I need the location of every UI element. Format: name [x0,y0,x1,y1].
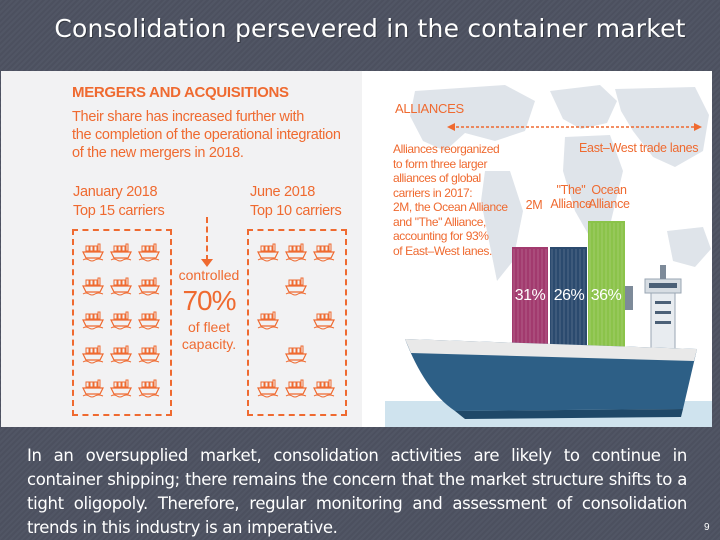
container-ship-icon [257,311,279,331]
container-ship-icon [257,379,279,399]
arrow-down-icon [201,259,213,267]
container-ship-icon [313,311,335,331]
mergers-body-line: the completion of the operational integr… [72,127,341,143]
container-ship-icon [82,345,104,365]
controlled-label: controlled [178,267,240,283]
alliances-body-line: Alliances reorganized [393,142,500,156]
alliances-body-line: carriers in 2017: [393,185,473,200]
container-stack [588,221,625,353]
top-10-carriers-label: Top 10 carriers [250,203,342,219]
infographic: MERGERS AND ACQUISITIONS Their share has… [1,71,712,427]
container-ship-icon [138,243,160,263]
june-2018-header: June 2018 Top 10 carriers [250,183,342,221]
fleet-capacity-label: of fleet capacity. [177,319,241,353]
alliance-the-label: "The" Alliance [550,183,592,211]
mergers-title: MERGERS AND ACQUISITIONS [72,84,289,101]
container-ship-icon [285,243,307,263]
top-10-ship-grid [247,229,347,416]
container-ship-icon [313,243,335,263]
container-ship-icon [110,345,132,365]
alliance-the-line-2: Alliance [550,197,592,211]
alliances-body-line: of East–West lanes. [393,243,492,258]
container-ship-icon [138,345,160,365]
january-2018-header: January 2018 Top 15 carriers [73,183,165,221]
container-ship-icon [257,243,279,263]
alliance-ocean-label: Ocean Alliance [588,183,630,211]
june-2018-label: June 2018 [250,184,316,200]
slide-title: Consolidation persevered in the containe… [54,14,686,43]
page-number: 9 [704,522,710,533]
container-ship-icon [285,345,307,365]
ship-bridge-icon [625,265,682,352]
container-ship-icon [110,311,132,331]
trade-lane-right-arrow-icon [694,123,702,131]
alliances-body-line: to form three larger [393,156,488,171]
alliance-2m-label: 2M [525,198,543,212]
container-ship-icon [110,277,132,297]
container-stack [512,247,548,353]
alliance-ocean-line-1: Ocean [591,183,627,197]
ship-keel [455,409,683,419]
container-ship-icon [82,277,104,297]
container-ship-icon [82,243,104,263]
alliance-the-share: 26% [553,287,585,304]
container-ship-icon [82,311,104,331]
alliance-ocean-line-2: Alliance [588,197,630,211]
alliances-body-line: 2M, the Ocean Alliance [393,200,508,214]
alliances-body-line: alliances of global [393,171,481,185]
fleet-line-2: capacity. [181,336,237,352]
container-stack [550,247,587,353]
fleet-line-1: of fleet [187,319,231,335]
alliance-the-line-1: "The" [556,183,586,197]
container-ship-icon [110,243,132,263]
alliances-body-line: accounting for 93% [393,229,489,243]
mergers-body-line: of the new mergers in 2018. [72,145,244,161]
ship-deck [405,339,697,361]
container-ship-icon [285,277,307,297]
alliances-body-line: and "The" Alliance, [393,214,486,229]
alliance-2m-share: 31% [514,287,546,304]
trade-lane-left-arrow-icon [447,123,455,131]
container-ship-icon [110,379,132,399]
top-15-ship-grid [72,229,172,416]
alliances-body: Alliances reorganized to form three larg… [393,142,515,258]
fleet-share-value: 70% [182,285,236,316]
world-map-illustration [385,85,712,427]
mergers-body: Their share has increased further with t… [72,108,357,162]
top-15-carriers-label: Top 15 carriers [73,203,165,219]
container-ship-icon [138,379,160,399]
mergers-body-line: Their share has increased further with [72,109,304,125]
container-ship-icon [138,311,160,331]
mergers-panel: MERGERS AND ACQUISITIONS Their share has… [1,71,362,427]
east-west-lanes-label: East–West trade lanes [579,141,699,155]
container-ship-icon [82,379,104,399]
container-ship-icon [138,277,160,297]
alliances-title: ALLIANCES [395,101,464,116]
container-ship-icon [285,379,307,399]
alliance-ocean-share: 36% [590,287,622,304]
slide-body-text: In an oversupplied market, consolidation… [27,446,687,537]
container-ship-icon [313,379,335,399]
alliances-panel: ALLIANCES East–West trade lanes Alliance… [385,71,712,427]
january-2018-label: January 2018 [73,184,158,200]
arrow-line [206,217,210,261]
